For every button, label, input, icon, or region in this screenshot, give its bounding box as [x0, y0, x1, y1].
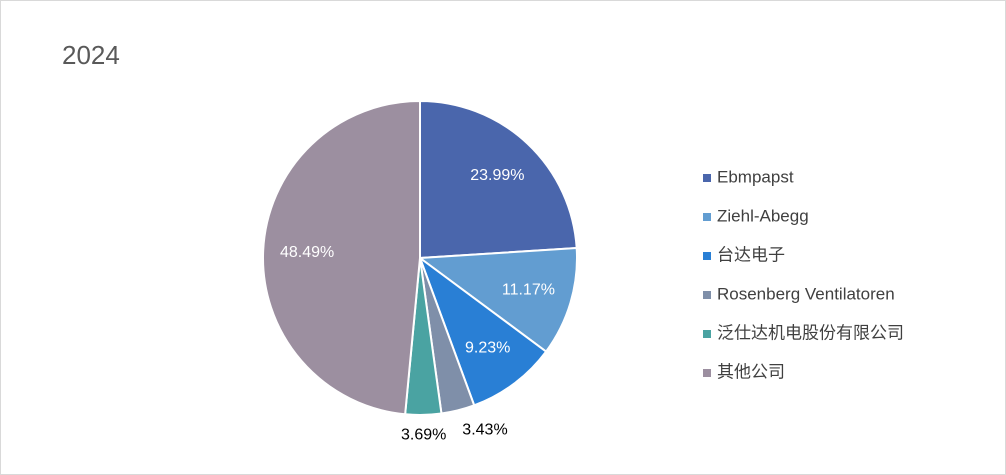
legend-label: 其他公司	[717, 362, 785, 381]
data-label: 23.99%	[470, 167, 524, 184]
data-label: 9.23%	[465, 340, 510, 357]
legend-swatch	[703, 174, 711, 182]
legend-label: 台达电子	[717, 245, 785, 264]
data-label: 11.17%	[502, 281, 555, 298]
legend-label: 泛仕达机电股份有限公司	[717, 323, 904, 342]
legend-swatch	[703, 291, 711, 299]
pie-slice	[419, 99, 578, 260]
legend-swatch	[703, 213, 711, 221]
legend-swatch	[703, 330, 711, 338]
legend-swatch	[703, 369, 711, 377]
pie-slice	[417, 255, 548, 407]
legend-swatch	[703, 252, 711, 260]
chart-title: 2024	[62, 40, 120, 70]
data-label: 3.43%	[462, 421, 507, 438]
data-label: 48.49%	[280, 244, 334, 261]
data-label: 3.69%	[401, 427, 446, 444]
pie-slice	[262, 99, 421, 416]
legend-label: Ebmpapst	[717, 167, 794, 186]
legend-label: Rosenberg Ventilatoren	[717, 284, 895, 303]
pie-slice	[417, 246, 578, 353]
legend-label: Ziehl-Abegg	[717, 206, 809, 225]
